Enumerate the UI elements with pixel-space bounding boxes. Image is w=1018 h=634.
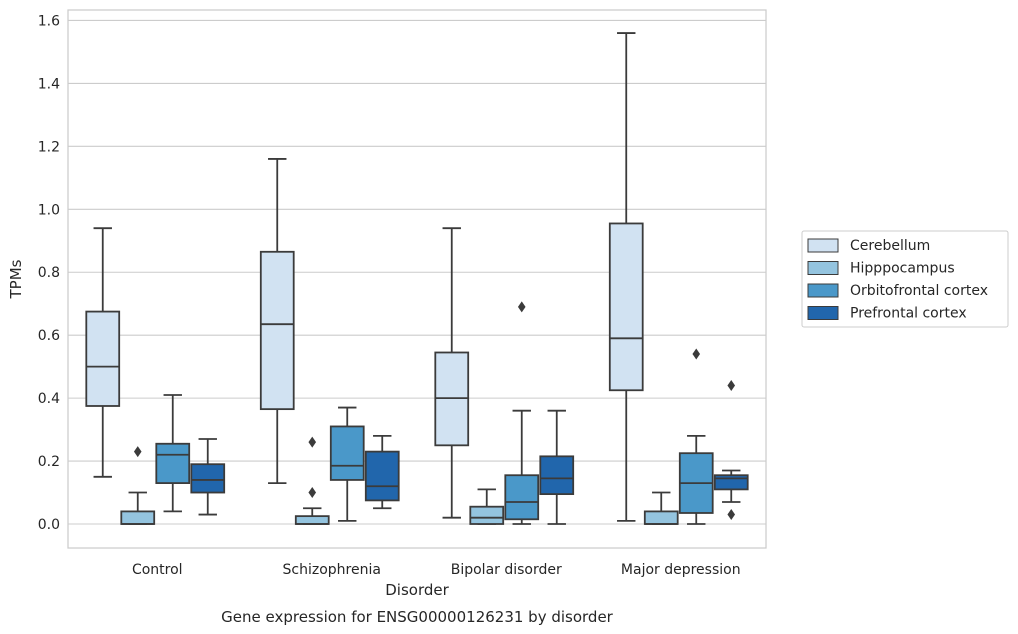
box-body xyxy=(294,515,330,525)
legend-swatch xyxy=(807,306,839,320)
box-prefrontal-cortex xyxy=(713,380,749,521)
legend-frame xyxy=(801,230,1009,328)
box-hipppocampus xyxy=(643,491,679,525)
box-body xyxy=(643,510,679,525)
box-hipppocampus xyxy=(294,436,330,525)
y-tick-label: 0.4 xyxy=(38,391,60,407)
legend-label: Prefrontal cortex xyxy=(850,306,967,322)
box-body xyxy=(259,250,295,411)
box-prefrontal-cortex xyxy=(364,434,400,510)
grid xyxy=(68,19,766,525)
x-tick-labels: Control Schizophrenia Bipolar disorder Majo… xyxy=(132,562,741,578)
box-prefrontal-cortex xyxy=(539,409,575,525)
legend-label: Cerebellum xyxy=(850,238,930,254)
x-tick-label: Major depression xyxy=(621,562,741,578)
y-tick-label: 0.8 xyxy=(38,265,60,281)
box-cerebellum xyxy=(608,32,644,522)
box-orbitofrontal-cortex xyxy=(504,301,540,525)
box-body xyxy=(469,505,505,525)
box-hipppocampus xyxy=(120,446,156,525)
outlier-point xyxy=(517,301,526,313)
y-tick-label: 0.0 xyxy=(38,517,60,533)
box-body xyxy=(713,474,749,491)
outlier-point xyxy=(133,446,142,458)
box-body xyxy=(504,474,540,521)
box-body xyxy=(85,310,121,407)
legend-label: Orbitofrontal cortex xyxy=(850,283,988,299)
y-tick-label: 1.6 xyxy=(38,13,60,29)
y-tick-labels: 0.0 0.2 0.4 0.6 0.8 1.0 1.2 1.4 1.6 xyxy=(38,13,60,533)
box-prefrontal-cortex xyxy=(190,438,226,516)
legend-label: Hipppocampus xyxy=(850,261,955,277)
box-body xyxy=(608,222,644,392)
box-body xyxy=(539,455,575,496)
y-tick-label: 1.0 xyxy=(38,202,60,218)
box-body xyxy=(329,425,365,481)
outlier-point xyxy=(727,380,736,392)
y-tick-label: 0.2 xyxy=(38,454,60,470)
legend-swatch xyxy=(807,283,839,298)
outlier-point xyxy=(692,348,701,360)
y-axis-label: TPMs xyxy=(7,259,25,299)
chart-caption: Gene expression for ENSG00000126231 by d… xyxy=(221,608,614,626)
outlier-point xyxy=(308,436,317,448)
box-body xyxy=(155,442,191,484)
outlier-point xyxy=(308,487,317,499)
outlier-point xyxy=(727,509,736,521)
y-tick-label: 0.6 xyxy=(38,328,60,344)
y-tick-label: 1.4 xyxy=(38,76,60,92)
x-tick-label: Bipolar disorder xyxy=(451,562,562,578)
y-tick-label: 1.2 xyxy=(38,139,60,155)
box-cerebellum xyxy=(85,227,121,478)
box-cerebellum xyxy=(434,227,470,519)
plot-area-frame xyxy=(67,9,767,549)
legend: Cerebellum Hipppocampus Orbitofrontal cort… xyxy=(801,230,1009,328)
box-orbitofrontal-cortex xyxy=(329,406,365,522)
x-tick-label: Schizophrenia xyxy=(283,562,381,578)
box-cerebellum xyxy=(259,158,295,484)
box-hipppocampus xyxy=(469,488,505,525)
legend-swatch xyxy=(807,238,839,253)
x-axis-label: Disorder xyxy=(385,581,449,599)
boxes xyxy=(85,32,749,525)
box-orbitofrontal-cortex xyxy=(678,348,714,525)
box-body xyxy=(120,510,156,525)
box-body xyxy=(190,463,226,494)
legend-swatch xyxy=(807,261,839,275)
box-orbitofrontal-cortex xyxy=(155,394,191,513)
box-body xyxy=(364,450,400,502)
x-tick-label: Control xyxy=(132,562,183,578)
